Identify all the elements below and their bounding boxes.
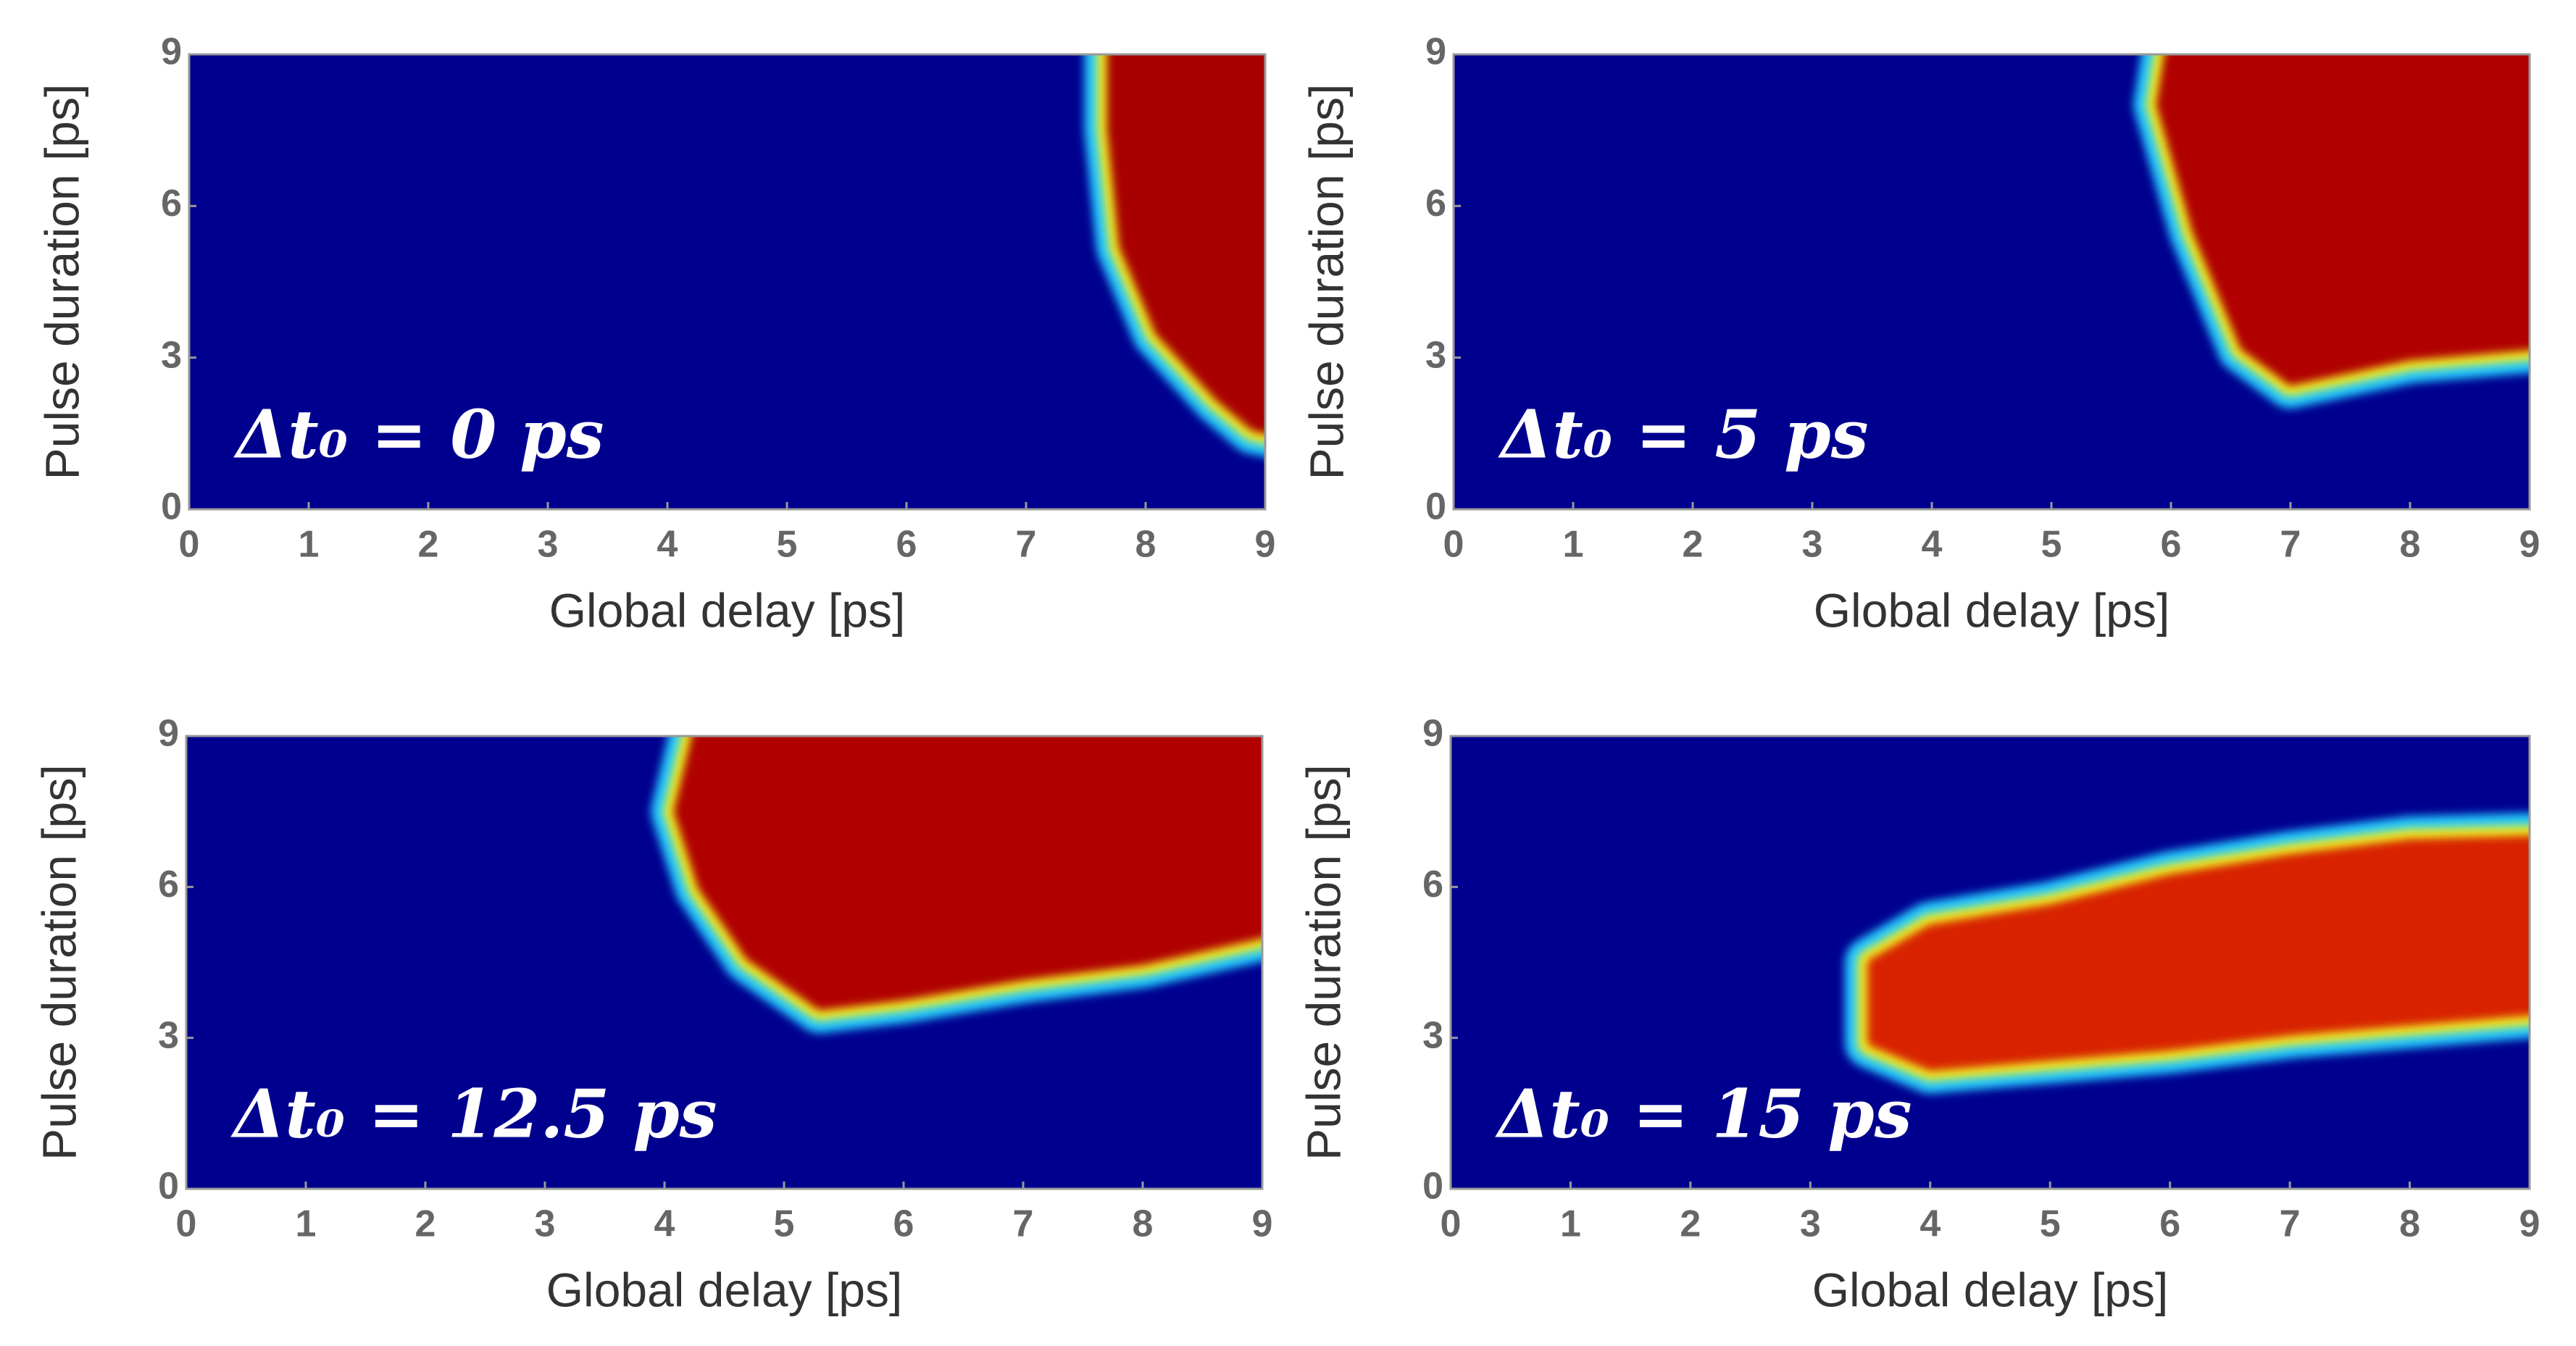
x-tick-label: 4 bbox=[654, 1203, 675, 1245]
plot-area bbox=[2133, 54, 2530, 409]
x-tick-label: 5 bbox=[774, 1203, 795, 1245]
y-tick-label: 3 bbox=[1422, 1014, 1443, 1056]
y-tick-label: 0 bbox=[1425, 486, 1446, 528]
x-tick-label: 2 bbox=[1680, 1203, 1701, 1245]
plot-area bbox=[651, 736, 1262, 1033]
x-tick-label: 3 bbox=[1802, 524, 1823, 566]
y-axis-title: Pulse duration [ps] bbox=[1296, 764, 1350, 1161]
x-tick-label: 7 bbox=[2280, 1203, 2301, 1245]
x-tick-label: 6 bbox=[2161, 524, 2182, 566]
x-tick-label: 0 bbox=[1443, 524, 1464, 566]
annotation: Δt₀ = 5 ps bbox=[1498, 396, 1868, 474]
x-tick-label: 9 bbox=[1255, 524, 1276, 566]
x-tick-label: 2 bbox=[1683, 524, 1704, 566]
x-tick-label: 6 bbox=[2159, 1203, 2180, 1245]
region bbox=[673, 736, 1262, 1011]
y-tick-label: 9 bbox=[158, 713, 179, 755]
y-tick-label: 6 bbox=[1422, 864, 1443, 906]
x-axis-title: Global delay [ps] bbox=[1812, 1263, 2169, 1316]
y-tick-label: 6 bbox=[158, 864, 179, 906]
x-tick-label: 8 bbox=[2399, 1203, 2420, 1245]
x-tick-label: 3 bbox=[538, 524, 559, 566]
x-tick-label: 2 bbox=[415, 1203, 436, 1245]
plot-frame bbox=[188, 53, 1267, 511]
y-tick-label: 6 bbox=[161, 183, 182, 225]
region bbox=[2156, 54, 2530, 386]
x-tick-label: 3 bbox=[1800, 1203, 1821, 1245]
region bbox=[1867, 835, 2530, 1071]
x-axis-title: Global delay [ps] bbox=[549, 583, 906, 637]
y-tick-label: 0 bbox=[158, 1166, 179, 1208]
x-tick-label: 7 bbox=[1013, 1203, 1034, 1245]
x-tick-label: 7 bbox=[1016, 524, 1037, 566]
y-tick-label: 3 bbox=[1425, 334, 1446, 376]
x-tick-label: 4 bbox=[657, 524, 678, 566]
x-tick-label: 1 bbox=[1560, 1203, 1581, 1245]
x-tick-label: 3 bbox=[535, 1203, 556, 1245]
x-axis-title: Global delay [ps] bbox=[546, 1263, 903, 1316]
y-tick-label: 0 bbox=[1422, 1166, 1443, 1208]
y-tick-label: 3 bbox=[158, 1014, 179, 1056]
x-tick-label: 5 bbox=[2040, 1203, 2061, 1245]
x-tick-label: 6 bbox=[896, 524, 917, 566]
x-tick-label: 5 bbox=[777, 524, 798, 566]
annotation: Δt₀ = 0 ps bbox=[233, 396, 604, 474]
y-tick-label: 0 bbox=[161, 486, 182, 528]
plot-frame bbox=[185, 735, 1264, 1190]
x-tick-label: 8 bbox=[1135, 524, 1156, 566]
x-tick-label: 1 bbox=[1563, 524, 1584, 566]
y-tick-label: 3 bbox=[161, 334, 182, 376]
x-tick-label: 6 bbox=[893, 1203, 914, 1245]
x-tick-label: 1 bbox=[299, 524, 320, 566]
annotation: Δt₀ = 12.5 ps bbox=[230, 1075, 717, 1153]
y-tick-label: 9 bbox=[1425, 31, 1446, 73]
y-axis-title: Pulse duration [ps] bbox=[35, 84, 88, 480]
x-tick-label: 8 bbox=[2400, 524, 2421, 566]
x-tick-label: 5 bbox=[2041, 524, 2062, 566]
x-tick-label: 1 bbox=[296, 1203, 317, 1245]
x-tick-label: 0 bbox=[179, 524, 200, 566]
y-axis-title: Pulse duration [ps] bbox=[1299, 84, 1353, 480]
x-tick-label: 7 bbox=[2280, 524, 2301, 566]
plot-frame bbox=[1452, 53, 2531, 511]
plot-frame bbox=[1449, 735, 2531, 1190]
x-tick-label: 9 bbox=[1252, 1203, 1273, 1245]
y-tick-label: 6 bbox=[1425, 183, 1446, 225]
x-tick-label: 9 bbox=[2519, 524, 2540, 566]
x-tick-label: 2 bbox=[418, 524, 439, 566]
y-tick-label: 9 bbox=[1422, 713, 1443, 755]
x-tick-label: 8 bbox=[1133, 1203, 1154, 1245]
annotation: Δt₀ = 15 ps bbox=[1495, 1075, 1912, 1153]
plot-area bbox=[1084, 54, 1265, 457]
x-tick-label: 0 bbox=[176, 1203, 197, 1245]
x-tick-label: 9 bbox=[2519, 1203, 2540, 1245]
x-axis-title: Global delay [ps] bbox=[1814, 583, 2170, 637]
x-tick-label: 0 bbox=[1441, 1203, 1462, 1245]
y-axis-title: Pulse duration [ps] bbox=[32, 764, 86, 1161]
plot-area bbox=[1845, 813, 2530, 1094]
y-tick-label: 9 bbox=[161, 31, 182, 73]
x-tick-label: 4 bbox=[1922, 524, 1943, 566]
x-tick-label: 4 bbox=[1920, 1203, 1941, 1245]
region bbox=[1106, 54, 1265, 434]
